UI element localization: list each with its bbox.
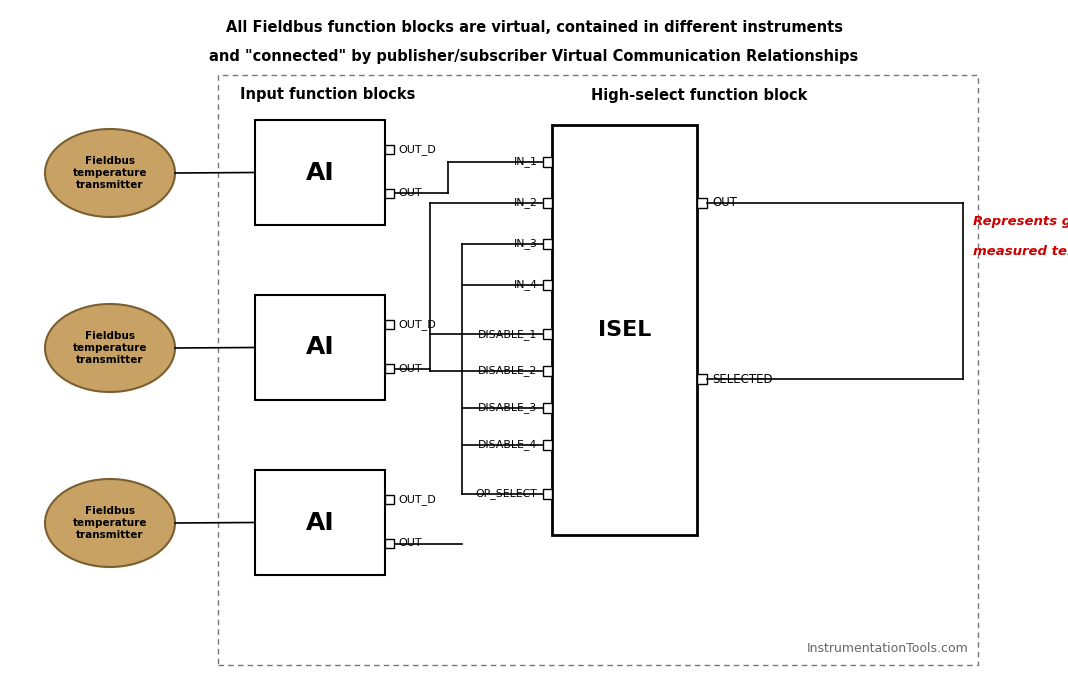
Text: OUT_D: OUT_D	[398, 144, 436, 155]
Text: ISEL: ISEL	[598, 320, 651, 340]
Text: IN_4: IN_4	[514, 279, 537, 291]
Text: Fieldbus
temperature
transmitter: Fieldbus temperature transmitter	[73, 156, 147, 190]
Text: AI: AI	[305, 336, 334, 359]
Text: Fieldbus
temperature
transmitter: Fieldbus temperature transmitter	[73, 505, 147, 541]
Text: All Fieldbus function blocks are virtual, contained in different instruments: All Fieldbus function blocks are virtual…	[225, 20, 843, 35]
Text: AI: AI	[305, 511, 334, 534]
Ellipse shape	[45, 304, 175, 392]
Bar	[384, 363, 394, 373]
Bar	[543, 366, 552, 376]
Bar	[543, 489, 552, 499]
Text: DISABLE_4: DISABLE_4	[478, 439, 537, 450]
Bar	[697, 198, 707, 208]
Bar	[543, 329, 552, 339]
Ellipse shape	[45, 479, 175, 567]
Bar	[384, 539, 394, 548]
Bar	[697, 375, 707, 384]
Bar	[543, 198, 552, 208]
Bar	[543, 280, 552, 290]
Bar	[384, 145, 394, 154]
Text: DISABLE_3: DISABLE_3	[478, 402, 537, 414]
Bar	[384, 320, 394, 329]
Text: IN_2: IN_2	[514, 197, 537, 208]
Text: and "connected" by publisher/subscriber Virtual Communication Relationships: and "connected" by publisher/subscriber …	[209, 49, 859, 64]
Text: Represents greatest: Represents greatest	[973, 215, 1068, 228]
Ellipse shape	[45, 129, 175, 217]
Bar	[543, 440, 552, 450]
Bar	[384, 189, 394, 198]
Text: High-select function block: High-select function block	[592, 88, 807, 103]
Bar	[543, 403, 552, 413]
Text: OUT: OUT	[398, 539, 422, 548]
Text: AI: AI	[305, 161, 334, 184]
Text: IN_3: IN_3	[514, 238, 537, 250]
Text: OUT: OUT	[398, 363, 422, 373]
Text: Fieldbus
temperature
transmitter: Fieldbus temperature transmitter	[73, 331, 147, 366]
Text: OUT_D: OUT_D	[398, 319, 436, 330]
Bar	[543, 157, 552, 167]
Text: measured temperature: measured temperature	[973, 245, 1068, 258]
Bar	[255, 120, 384, 225]
Text: Input function blocks: Input function blocks	[240, 87, 415, 102]
Bar	[543, 239, 552, 249]
Text: IN_1: IN_1	[514, 156, 537, 167]
Text: SELECTED: SELECTED	[712, 373, 773, 386]
Bar	[255, 295, 384, 400]
Text: OUT_D: OUT_D	[398, 494, 436, 505]
Text: OUT: OUT	[398, 188, 422, 199]
Text: OP_SELECT: OP_SELECT	[475, 489, 537, 500]
Text: InstrumentationTools.com: InstrumentationTools.com	[806, 642, 968, 655]
Bar	[552, 125, 697, 535]
Text: OUT: OUT	[712, 197, 738, 209]
Bar	[384, 495, 394, 504]
Text: DISABLE_1: DISABLE_1	[478, 329, 537, 340]
Text: DISABLE_2: DISABLE_2	[478, 366, 537, 377]
Bar	[255, 470, 384, 575]
